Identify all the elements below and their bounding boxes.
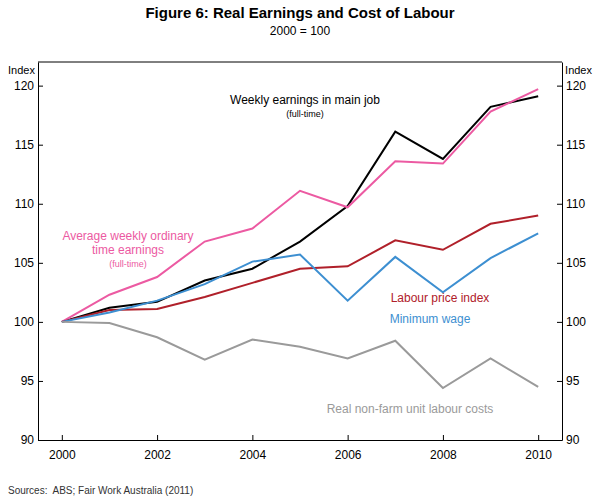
tick-mark xyxy=(38,322,43,323)
tick-mark xyxy=(38,381,43,382)
tick: 110 xyxy=(15,197,43,211)
series-line xyxy=(62,216,538,322)
tick-label: 90 xyxy=(566,433,580,447)
tick-mark xyxy=(252,435,253,440)
tick-label: 2002 xyxy=(144,448,171,462)
axis-line xyxy=(39,440,563,441)
tick: 2006 xyxy=(335,435,362,462)
tick-mark xyxy=(348,435,349,440)
tick-label: 2010 xyxy=(525,448,552,462)
tick-mark xyxy=(38,86,43,87)
y2-axis-label: Index xyxy=(565,64,592,76)
tick: 2004 xyxy=(240,435,267,462)
tick-mark xyxy=(557,86,562,87)
tick-label: 115 xyxy=(566,138,585,152)
series-label-line: Labour price index xyxy=(391,291,490,305)
tick-label: 120 xyxy=(14,79,34,93)
series-line xyxy=(62,322,538,388)
subtitle: 2000 = 100 xyxy=(270,24,331,38)
series-label-line: (full-time) xyxy=(286,109,324,119)
tick: 90 xyxy=(21,433,43,447)
tick-mark xyxy=(443,435,444,440)
tick-label: 105 xyxy=(566,256,586,270)
series-line xyxy=(62,89,538,322)
chart: Figure 6: Real Earnings and Cost of Labo… xyxy=(0,0,600,501)
series-label-line: time earnings xyxy=(92,243,164,257)
tick-mark xyxy=(557,381,562,382)
series-line xyxy=(62,96,538,322)
tick-label: 100 xyxy=(14,315,34,329)
tick: 115 xyxy=(15,138,43,152)
tick: 90 xyxy=(557,433,580,447)
tick: 2000 xyxy=(49,435,76,462)
plot-area xyxy=(62,89,538,388)
series-label: Minimum wage xyxy=(390,312,471,326)
tick: 120 xyxy=(557,79,586,93)
y-axis-label: Index xyxy=(8,64,35,76)
tick-mark xyxy=(557,440,562,441)
tick-label: 2004 xyxy=(240,448,267,462)
tick-mark xyxy=(557,204,562,205)
source: Sources: ABS; Fair Work Australia (2011) xyxy=(8,485,193,496)
axis-line xyxy=(562,63,563,441)
tick-label: 120 xyxy=(566,79,586,93)
tick-label: 110 xyxy=(15,197,34,211)
tick: 120 xyxy=(14,79,43,93)
tick-label: 2000 xyxy=(49,448,76,462)
series-label-line: (full-time) xyxy=(109,259,147,269)
tick-label: 100 xyxy=(566,315,586,329)
series-label-line: Average weekly ordinary xyxy=(62,229,193,243)
tick: 100 xyxy=(557,315,586,329)
tick-mark xyxy=(157,435,158,440)
tick-mark xyxy=(38,263,43,264)
y2-axis: 90 95 100 105 110 115 120 xyxy=(557,63,586,448)
tick-label: 115 xyxy=(15,138,34,152)
tick-mark xyxy=(38,204,43,205)
tick-mark xyxy=(38,440,43,441)
tick-label: 110 xyxy=(566,197,585,211)
tick: 100 xyxy=(14,315,43,329)
series-label-line: Real non-farm unit labour costs xyxy=(327,402,494,416)
tick-mark xyxy=(38,145,43,146)
tick: 2010 xyxy=(525,435,552,462)
series-label: Real non-farm unit labour costs xyxy=(327,402,494,416)
series-label: Average weekly ordinarytime earnings (ful… xyxy=(62,229,193,269)
y-axis: 90 95 100 105 110 115 120 xyxy=(14,63,43,448)
tick-mark xyxy=(538,435,539,440)
tick-label: 95 xyxy=(21,374,35,388)
series-line xyxy=(62,233,538,322)
tick-label: 105 xyxy=(14,256,34,270)
tick: 110 xyxy=(557,197,585,211)
tick: 105 xyxy=(557,256,586,270)
plot-frame xyxy=(38,62,562,63)
tick-label: 2008 xyxy=(430,448,457,462)
tick-label: 95 xyxy=(566,374,580,388)
tick: 95 xyxy=(21,374,43,388)
tick-label: 90 xyxy=(21,433,35,447)
series-label: Weekly earnings in main job (full-time) xyxy=(230,93,380,119)
tick-mark xyxy=(557,263,562,264)
tick: 115 xyxy=(557,138,585,152)
axis-line xyxy=(38,63,39,441)
series-label-line: Minimum wage xyxy=(390,312,471,326)
series-label: Labour price index xyxy=(391,291,490,305)
tick: 2002 xyxy=(144,435,171,462)
tick-mark xyxy=(557,145,562,146)
tick: 95 xyxy=(557,374,580,388)
series-label-line: Weekly earnings in main job xyxy=(230,93,380,107)
tick-mark xyxy=(557,322,562,323)
tick: 2008 xyxy=(430,435,457,462)
tick-label: 2006 xyxy=(335,448,362,462)
title: Figure 6: Real Earnings and Cost of Labo… xyxy=(145,4,454,21)
tick-mark xyxy=(62,435,63,440)
x-axis: 2000 2002 2004 2006 2008 2010 xyxy=(39,435,563,462)
tick: 105 xyxy=(14,256,43,270)
